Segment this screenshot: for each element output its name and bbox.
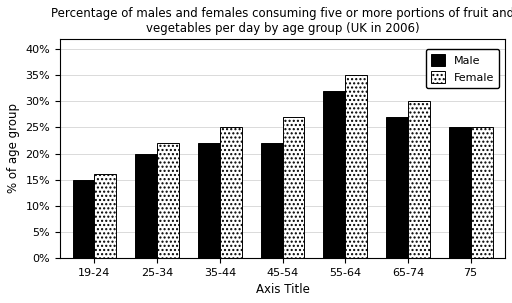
Title: Percentage of males and females consuming five or more portions of fruit and
veg: Percentage of males and females consumin… (51, 7, 512, 35)
Bar (449, 128, 471, 258)
Bar (386, 117, 408, 258)
Bar (198, 143, 220, 258)
Bar (323, 91, 345, 258)
Bar (471, 128, 493, 258)
Bar (261, 143, 283, 258)
Bar (157, 143, 179, 258)
Bar (73, 180, 94, 258)
Bar (220, 128, 242, 258)
Bar (345, 75, 367, 258)
X-axis label: Axis Title: Axis Title (255, 283, 309, 296)
Bar (94, 175, 116, 258)
Bar (135, 154, 157, 258)
Bar (283, 117, 305, 258)
Legend: Male, Female: Male, Female (426, 49, 500, 88)
Bar (408, 102, 430, 258)
Y-axis label: % of age group: % of age group (7, 103, 20, 193)
